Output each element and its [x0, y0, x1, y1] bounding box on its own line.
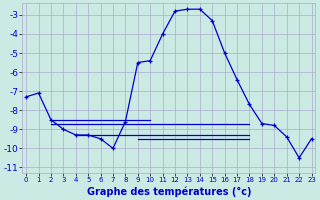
X-axis label: Graphe des températures (°c): Graphe des températures (°c): [87, 186, 251, 197]
